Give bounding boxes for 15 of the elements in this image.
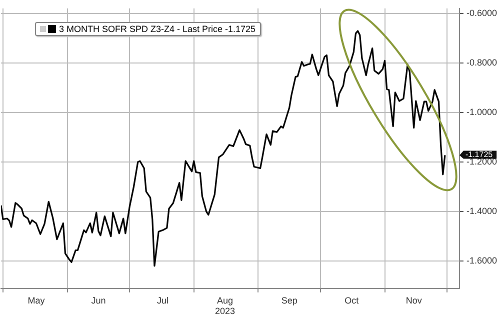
y-tick-label: -0.8000: [466, 57, 498, 68]
x-tick-label: Oct: [344, 295, 360, 306]
y-tick-label: -1.0000: [466, 106, 498, 117]
y-tick-label: -1.4000: [466, 206, 498, 216]
y-tick-label: -1.6000: [466, 256, 498, 266]
x-tick-label: Jul: [157, 295, 169, 306]
x-tick-label: Sep: [281, 295, 298, 306]
legend-label: 3 MONTH SOFR SPD Z3-Z4 - Last Price -1.1725: [59, 24, 256, 34]
x-tick-label: May: [28, 295, 46, 306]
y-tick-label: -1.2000: [466, 156, 498, 167]
x-tick-label: Aug 2023: [214, 295, 236, 316]
text: -1.1725: [465, 150, 494, 159]
x-tick-label: Nov: [406, 295, 422, 306]
x-tick-label: Jun: [91, 295, 106, 306]
y-tick-label: -0.6000: [466, 8, 498, 18]
